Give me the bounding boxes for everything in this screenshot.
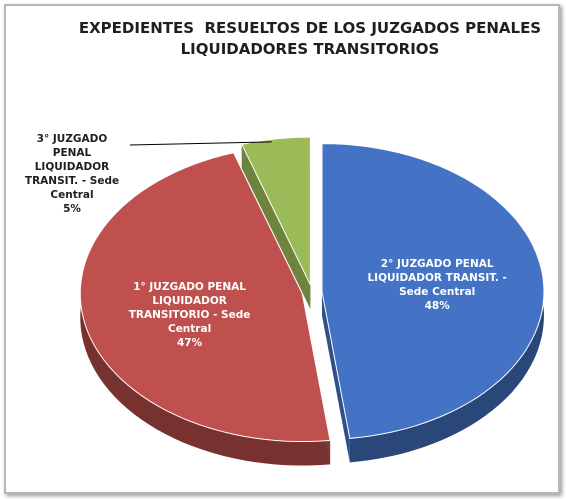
leader-line [129,141,272,146]
data-label-name: 3° JUZGADO PENAL LIQUIDADOR TRANSIT. - S… [24,133,120,201]
data-label-name: 1° JUZGADO PENAL LIQUIDADOR TRANSITORIO … [128,281,251,336]
data-label-name: 2° JUZGADO PENAL LIQUIDADOR TRANSIT. - S… [367,257,507,298]
data-label-value: 48% [424,299,450,312]
data-label: 2° JUZGADO PENAL LIQUIDADOR TRANSIT. - S… [367,257,507,313]
slice [79,152,331,442]
data-label-value: 47% [177,337,203,350]
data-label: 1° JUZGADO PENAL LIQUIDADOR TRANSITORIO … [120,280,260,350]
data-label-value: 5% [63,203,81,215]
data-label: 3° JUZGADO PENAL LIQUIDADOR TRANSIT. - S… [17,132,127,216]
slice [321,143,545,439]
slice-wall [321,291,350,463]
slice-wall [241,144,311,310]
chart-title: EXPEDIENTES RESUELTOS DE LOS JUZGADOS PE… [78,19,547,58]
